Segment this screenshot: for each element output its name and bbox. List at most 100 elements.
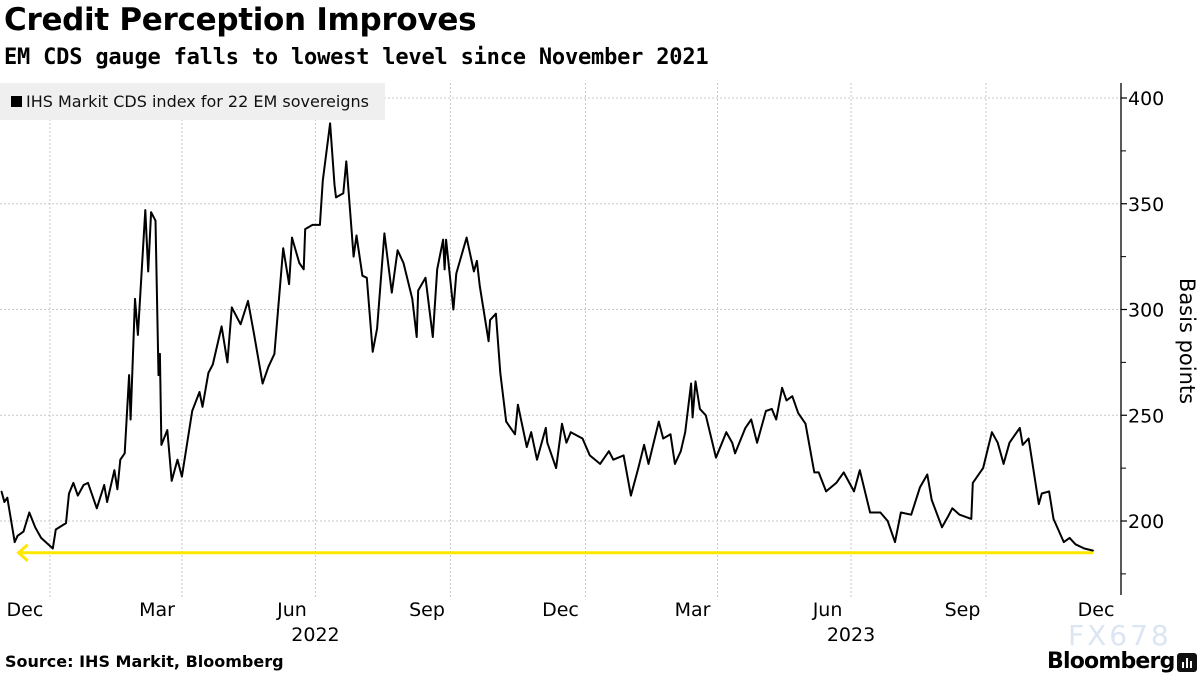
data-point <box>813 471 816 474</box>
data-point <box>791 395 794 398</box>
data-point <box>1048 490 1050 493</box>
x-tick-label: Sep <box>409 599 445 621</box>
data-point <box>1092 549 1094 552</box>
data-point <box>662 437 665 440</box>
data-point <box>54 528 57 531</box>
data-point <box>1021 444 1024 446</box>
data-point <box>750 418 753 421</box>
data-point <box>817 471 820 474</box>
data-point <box>207 372 210 374</box>
data-point <box>198 391 201 393</box>
data-point <box>1083 547 1086 550</box>
data-point <box>489 319 491 321</box>
data-point <box>411 298 414 300</box>
data-point <box>128 374 130 376</box>
data-point <box>253 331 255 334</box>
data-point <box>691 416 694 419</box>
data-point <box>970 518 973 520</box>
data-point <box>525 446 528 448</box>
data-point <box>82 484 85 486</box>
x-tick-label: Mar <box>675 599 711 621</box>
x-year-label: 2022 <box>291 624 339 646</box>
data-point <box>669 433 672 436</box>
data-point <box>376 327 378 330</box>
data-point <box>22 530 25 533</box>
data-point <box>291 236 293 239</box>
data-point <box>765 410 767 412</box>
data-point <box>201 405 204 408</box>
data-point <box>160 444 163 446</box>
data-point <box>569 431 572 433</box>
data-point <box>930 499 933 501</box>
data-point <box>1040 492 1043 495</box>
data-point <box>947 515 949 518</box>
data-point <box>643 444 645 446</box>
x-tick-label: Dec <box>1078 599 1115 621</box>
data-point <box>176 458 179 461</box>
data-point <box>28 511 31 514</box>
data-point <box>417 289 419 292</box>
data-point <box>785 399 788 402</box>
data-point <box>166 429 169 431</box>
data-point <box>443 268 446 271</box>
data-point <box>825 490 827 493</box>
watermark: FX678 <box>1068 619 1172 652</box>
data-point <box>715 456 717 459</box>
data-point <box>879 511 882 514</box>
reference-line-group <box>16 543 1094 562</box>
data-point <box>853 490 855 493</box>
data-point <box>119 458 122 461</box>
data-point <box>704 414 707 417</box>
data-point <box>311 224 314 226</box>
data-point <box>1062 541 1065 543</box>
data-point <box>797 412 799 414</box>
data-point <box>894 541 896 543</box>
data-point <box>191 410 194 412</box>
data-point <box>699 408 701 410</box>
data-point <box>1027 437 1030 440</box>
x-axis-labels: Dec Mar Jun Sep Dec Mar Jun Sep Dec 2022 2023 <box>7 599 1115 646</box>
data-point <box>1008 441 1011 444</box>
data-point <box>465 236 468 239</box>
data-point <box>302 268 305 271</box>
data-point <box>781 386 783 389</box>
data-point <box>134 298 136 300</box>
data-point <box>1068 537 1071 539</box>
data-point <box>919 486 921 488</box>
data-point <box>680 450 682 453</box>
data-point <box>116 488 119 491</box>
data-point <box>282 247 284 249</box>
data-point <box>65 522 67 524</box>
data-point <box>129 418 132 421</box>
data-point <box>452 308 455 311</box>
data-point <box>734 452 736 455</box>
data-point <box>96 507 98 510</box>
chart-title: Credit Perception Improves <box>4 2 477 38</box>
data-point <box>157 374 160 376</box>
data-point <box>505 420 508 423</box>
data-point <box>941 526 943 529</box>
data-point <box>647 463 650 465</box>
data-point <box>211 363 214 366</box>
data-point <box>147 270 149 273</box>
data-point <box>170 480 173 482</box>
data-point <box>154 219 157 222</box>
x-tick-label: Mar <box>139 599 175 621</box>
data-point <box>455 272 458 275</box>
data-point <box>226 361 229 364</box>
data-point <box>87 482 89 484</box>
y-tick-label: 250 <box>1128 405 1164 427</box>
data-point <box>371 351 374 353</box>
data-point <box>1018 427 1021 429</box>
data-point <box>910 513 912 516</box>
data-point <box>16 535 19 537</box>
source-note: Source: IHS Markit, Bloomberg <box>5 652 284 671</box>
legend: IHS Markit CDS index for 22 EM sovereign… <box>0 83 385 120</box>
data-point <box>261 382 264 385</box>
data-point <box>159 353 161 355</box>
data-point <box>52 547 54 550</box>
data-point <box>239 323 242 326</box>
data-point <box>113 469 116 472</box>
series-group <box>0 122 1094 552</box>
legend-swatch <box>11 96 22 107</box>
